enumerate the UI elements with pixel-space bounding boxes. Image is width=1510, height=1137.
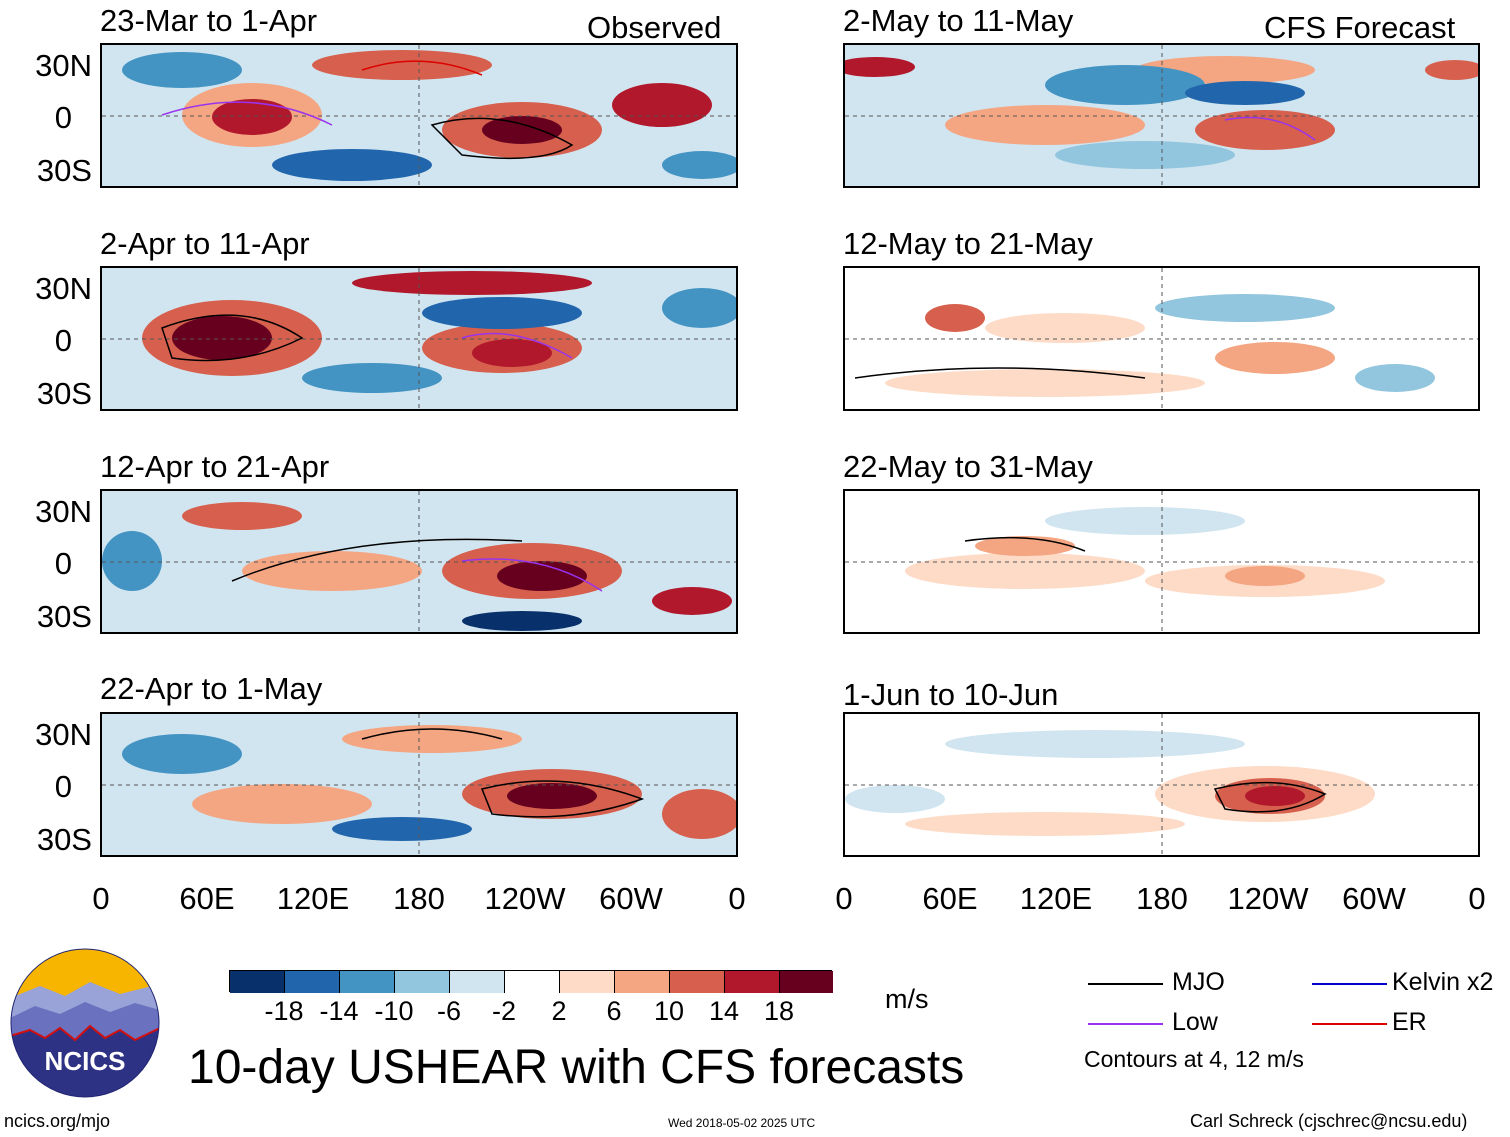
xtick-right-120w: 120W [1227, 881, 1309, 916]
xtick-left-0-end: 0 [728, 881, 746, 916]
xtick-left-60w: 60W [599, 881, 663, 916]
legend-label-mjo: MJO [1172, 968, 1225, 996]
colorbar-segment-6 [505, 971, 560, 993]
ytick-30s-left-4: 30S [36, 822, 92, 857]
panel-title-left-1: 23-Mar to 1-Apr [100, 3, 318, 38]
legend-label-er: ER [1392, 1008, 1427, 1036]
colorbar-label-2: -14 [319, 996, 359, 1026]
ncics-logo: NCICS [10, 948, 160, 1098]
colorbar-segment-4 [395, 971, 450, 993]
xtick-left-180: 180 [393, 881, 445, 916]
panel-title-left-3: 12-Apr to 21-Apr [100, 449, 330, 484]
panel-title-right-3: 22-May to 31-May [843, 449, 1093, 484]
colorbar-label-7: 6 [606, 996, 622, 1026]
legend-line-kelvin [1312, 983, 1387, 985]
xtick-right-0: 0 [835, 881, 853, 916]
xtick-left-120e: 120E [276, 881, 350, 916]
footer-right: Carl Schreck (cjschrec@ncsu.edu) [1190, 1111, 1468, 1131]
xtick-left-0: 0 [92, 881, 110, 916]
xtick-right-180: 180 [1136, 881, 1188, 916]
main-title: 10-day USHEAR with CFS forecasts [188, 1041, 965, 1094]
cfs-forecast-header: CFS Forecast [1264, 10, 1456, 45]
map-panel-right-2 [843, 266, 1480, 411]
legend-line-low [1088, 1023, 1163, 1025]
observed-header: Observed [587, 10, 722, 45]
colorbar [229, 970, 833, 993]
map-field-left-2 [102, 268, 736, 409]
panel-title-right-2: 12-May to 21-May [843, 226, 1093, 261]
ncics-logo-text: NCICS [44, 1046, 126, 1076]
map-field-left-1 [102, 45, 736, 186]
colorbar-segment-7 [560, 971, 615, 993]
colorbar-label-5: -2 [491, 996, 516, 1026]
colorbar-label-3: -10 [374, 996, 414, 1026]
xtick-right-60e: 60E [922, 881, 978, 916]
map-panel-left-3 [100, 489, 738, 634]
map-panel-right-3 [843, 489, 1480, 634]
xtick-right-120e: 120E [1019, 881, 1093, 916]
ytick-0-left-3: 0 [54, 546, 72, 581]
colorbar-units: m/s [885, 984, 929, 1014]
ytick-30n-left-1: 30N [35, 48, 92, 83]
legend-note: Contours at 4, 12 m/s [1084, 1046, 1304, 1072]
colorbar-segment-1 [230, 971, 285, 993]
colorbar-label-8: 10 [653, 996, 685, 1026]
colorbar-segment-11 [780, 971, 833, 993]
colorbar-label-4: -6 [436, 996, 461, 1026]
map-field-right-1 [845, 45, 1478, 186]
map-field-right-2 [845, 268, 1478, 409]
map-panel-left-2 [100, 266, 738, 411]
footer-left: ncics.org/mjo [4, 1111, 111, 1131]
ytick-30s-left-2: 30S [36, 376, 92, 411]
ytick-0-left-1: 0 [54, 100, 72, 135]
legend-line-er [1312, 1023, 1387, 1025]
ytick-30s-left-3: 30S [36, 599, 92, 634]
colorbar-segment-9 [670, 971, 725, 993]
colorbar-segment-8 [615, 971, 670, 993]
map-panel-right-1 [843, 43, 1480, 188]
map-field-right-3 [845, 491, 1478, 632]
ytick-30n-left-2: 30N [35, 271, 92, 306]
ytick-0-left-2: 0 [54, 323, 72, 358]
map-panel-left-4 [100, 712, 738, 857]
colorbar-label-1: -18 [264, 996, 304, 1026]
ytick-30n-left-4: 30N [35, 717, 92, 752]
map-field-left-3 [102, 491, 736, 632]
panel-title-left-4: 22-Apr to 1-May [100, 671, 323, 706]
colorbar-segment-10 [725, 971, 780, 993]
panel-title-right-1: 2-May to 11-May [843, 3, 1074, 38]
panel-title-left-2: 2-Apr to 11-Apr [100, 226, 310, 261]
map-panel-left-1 [100, 43, 738, 188]
xtick-right-60w: 60W [1342, 881, 1406, 916]
footer-center: Wed 2018-05-02 2025 UTC [668, 1116, 816, 1130]
xtick-left-120w: 120W [484, 881, 566, 916]
map-field-right-4 [845, 714, 1478, 855]
ytick-30s-left-1: 30S [36, 153, 92, 188]
xtick-right-0-end: 0 [1468, 881, 1486, 916]
colorbar-segment-2 [285, 971, 340, 993]
map-field-left-4 [102, 714, 736, 855]
xtick-left-60e: 60E [179, 881, 235, 916]
ytick-30n-left-3: 30N [35, 494, 92, 529]
map-panel-right-4 [843, 712, 1480, 857]
legend-label-low: Low [1172, 1008, 1218, 1036]
colorbar-segment-3 [340, 971, 395, 993]
ncics-logo-graphic [10, 948, 160, 1098]
colorbar-label-10: 18 [763, 996, 795, 1026]
ytick-0-left-4: 0 [54, 769, 72, 804]
legend-label-kelvin: Kelvin x2 [1392, 968, 1494, 996]
colorbar-label-6: 2 [551, 996, 567, 1026]
colorbar-segment-5 [450, 971, 505, 993]
panel-title-right-4: 1-Jun to 10-Jun [843, 677, 1059, 712]
colorbar-label-9: 14 [708, 996, 740, 1026]
legend-line-mjo [1088, 983, 1163, 985]
